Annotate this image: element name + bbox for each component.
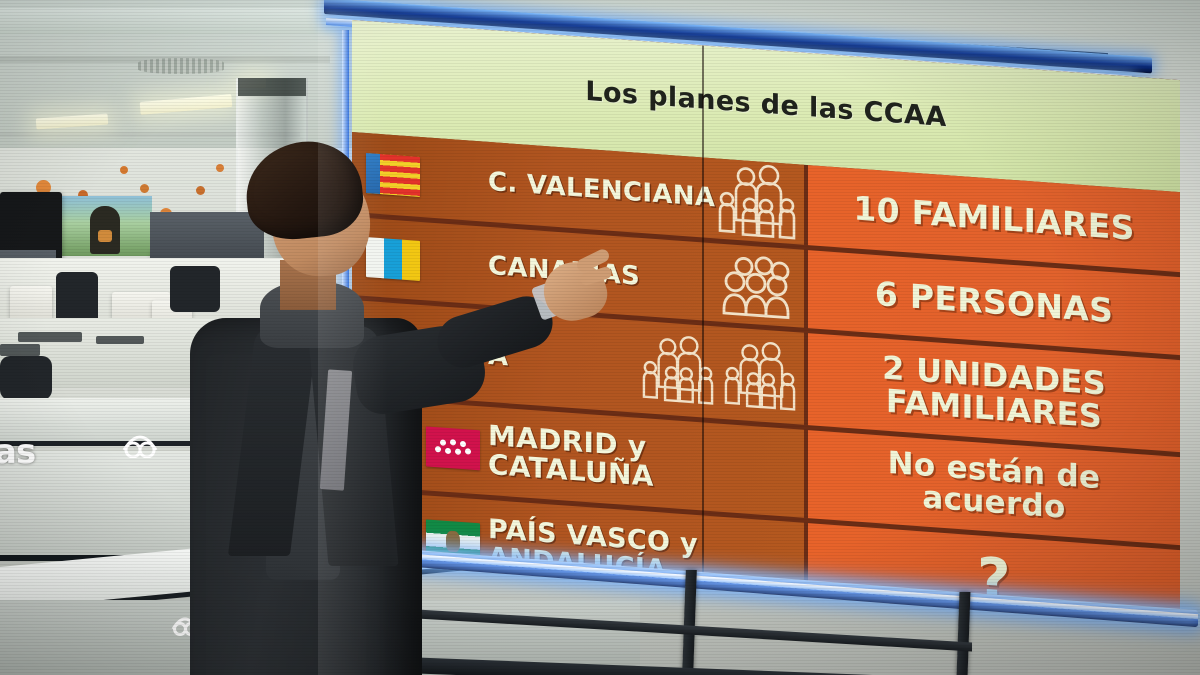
desk-clutter (96, 336, 144, 344)
row-value: No están de acuerdo (887, 445, 1101, 526)
row-region-cell: A (352, 300, 804, 425)
group-of-people-icon (722, 256, 790, 320)
region-name: C. VALENCIANA (488, 166, 716, 214)
ceiling-vent (138, 58, 224, 74)
row-value: 2 UNIDADES FAMILIARES (882, 348, 1106, 436)
row-icon-group (638, 321, 800, 425)
table-row[interactable]: A (352, 300, 1180, 453)
desk-clutter (0, 344, 40, 356)
table-row[interactable]: C. VALENCIANA (352, 132, 1180, 273)
presenter (168, 120, 614, 675)
office-chair (0, 356, 52, 400)
row-value: 10 FAMILIARES (853, 188, 1135, 248)
ccaa-table: C. VALENCIANA (352, 132, 1180, 611)
ceiling-beam (0, 132, 300, 137)
family-icon (642, 336, 714, 405)
wall-panel-seam (702, 45, 704, 576)
channel-watermark-left: as (0, 432, 36, 472)
family-icon (724, 342, 796, 411)
row-flags (362, 422, 488, 471)
row-region-cell: MADRID y CATALUÑA (352, 397, 804, 518)
wall-screen: Los planes de las CCAA C. VALENCIANA (352, 20, 1180, 611)
row-icon-group (714, 158, 800, 244)
region-name: MADRID y CATALUÑA (488, 419, 654, 493)
background-wall-screen (60, 196, 152, 256)
page-title: Los planes de las CCAA (585, 75, 947, 133)
ceiling-glow (0, 8, 360, 34)
row-icon-group (720, 244, 800, 328)
row-region-cell: CANARIAS (352, 217, 804, 328)
madrid-flag (426, 426, 480, 471)
family-icon (718, 164, 796, 240)
desk-clutter (18, 332, 82, 342)
table-row[interactable]: MADRID y CATALUÑA No están de acuerdo (352, 397, 1180, 546)
table-row[interactable]: CANARIAS (352, 217, 1180, 356)
row-region-cell: C. VALENCIANA (352, 132, 804, 245)
antena3-logo (118, 424, 162, 459)
row-value: 6 PERSONAS (874, 274, 1114, 331)
office-chair (56, 272, 98, 324)
office-chair (170, 266, 220, 312)
